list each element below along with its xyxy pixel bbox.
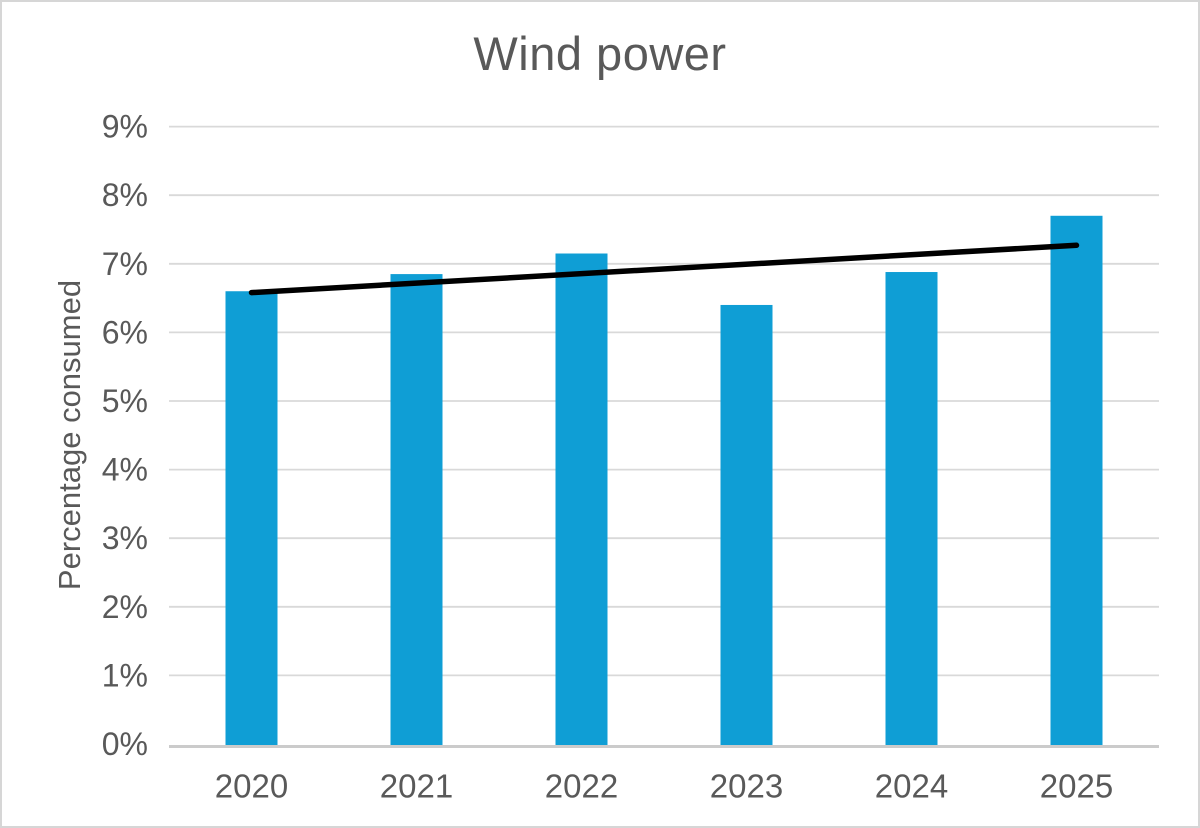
bar-2023[interactable] [720, 304, 773, 745]
y-tick-label-6%: 6% [102, 314, 148, 350]
x-tick-label-2023: 2023 [710, 768, 783, 805]
y-tick-label-5%: 5% [102, 383, 148, 419]
y-tick-label-3%: 3% [102, 520, 148, 556]
bar-2025[interactable] [1050, 215, 1103, 745]
bar-2022[interactable] [555, 253, 608, 745]
y-tick-label-9%: 9% [102, 109, 148, 145]
x-tick-label-2021: 2021 [380, 768, 453, 805]
chart-title: Wind power [473, 27, 727, 80]
trendline[interactable] [248, 242, 1080, 296]
x-tick-label-2020: 2020 [215, 768, 288, 805]
bar-2020[interactable] [225, 291, 278, 745]
x-tick-label-2024: 2024 [875, 768, 948, 805]
x-tick-label-2025: 2025 [1040, 768, 1113, 805]
y-tick-label-8%: 8% [102, 177, 148, 213]
y-tick-label-7%: 7% [102, 246, 148, 282]
y-tick-label-0%: 0% [102, 726, 148, 762]
y-tick-label-4%: 4% [102, 452, 148, 488]
x-tick-label-2022: 2022 [545, 768, 618, 805]
y-tick-label-1%: 1% [102, 657, 148, 693]
y-tick-label-2%: 2% [102, 589, 148, 625]
bar-2024[interactable] [885, 272, 938, 745]
bar-2021[interactable] [390, 274, 443, 745]
